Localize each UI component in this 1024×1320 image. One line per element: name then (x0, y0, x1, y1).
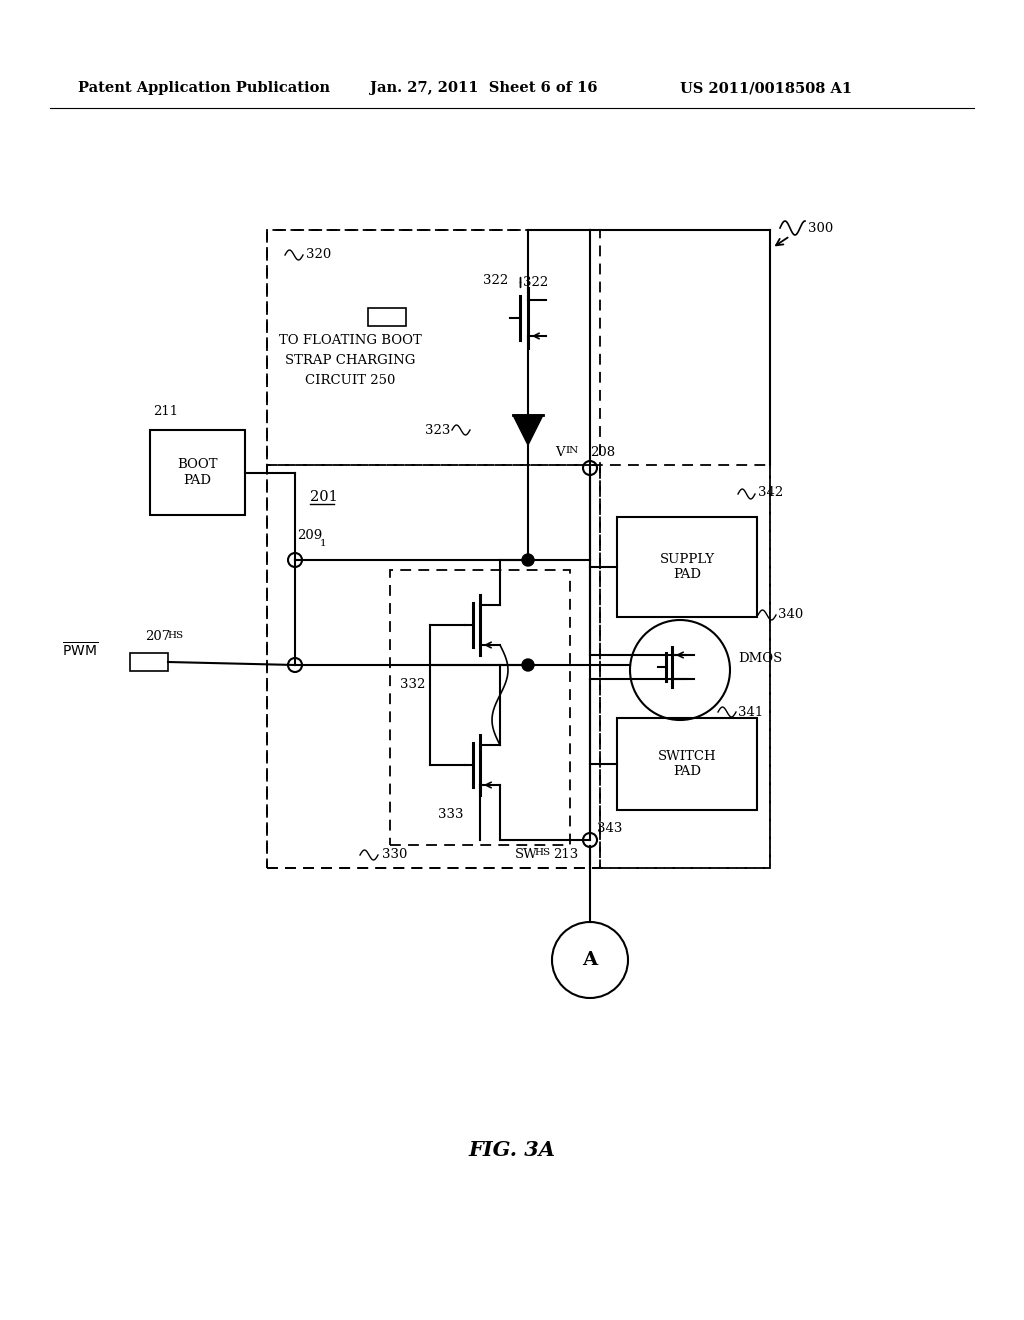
Text: HS: HS (167, 631, 183, 640)
Text: CIRCUIT 250: CIRCUIT 250 (305, 374, 395, 387)
Text: $\overline{\rm PWM}$: $\overline{\rm PWM}$ (61, 640, 98, 659)
Text: STRAP CHARGING: STRAP CHARGING (285, 354, 415, 367)
Text: 201: 201 (310, 490, 338, 504)
FancyBboxPatch shape (368, 308, 406, 326)
Text: Jan. 27, 2011  Sheet 6 of 16: Jan. 27, 2011 Sheet 6 of 16 (370, 81, 597, 95)
Bar (267, 230, 770, 869)
Text: BOOT
PAD: BOOT PAD (177, 458, 218, 487)
Text: 211: 211 (153, 405, 178, 418)
Circle shape (522, 659, 534, 671)
Text: IN: IN (565, 446, 579, 455)
Text: SW: SW (515, 849, 538, 862)
Bar (617, 718, 757, 810)
Text: 320: 320 (306, 248, 331, 261)
Text: 342: 342 (758, 487, 783, 499)
Text: 207: 207 (145, 631, 170, 644)
Text: SUPPLY
PAD: SUPPLY PAD (659, 553, 715, 581)
Text: 332: 332 (400, 678, 425, 692)
Text: 322: 322 (523, 276, 548, 289)
Text: 322: 322 (482, 273, 508, 286)
Text: V: V (555, 446, 564, 459)
Text: SWITCH
PAD: SWITCH PAD (657, 750, 717, 777)
Text: 209: 209 (297, 529, 323, 543)
Text: 208: 208 (590, 446, 615, 459)
Text: HS: HS (534, 847, 550, 857)
Bar (617, 517, 757, 616)
Bar (267, 465, 600, 869)
Text: 323: 323 (425, 424, 450, 437)
Text: 300: 300 (808, 222, 834, 235)
Text: 341: 341 (738, 705, 763, 718)
Polygon shape (513, 414, 543, 445)
Text: 1: 1 (319, 539, 327, 548)
Text: FIG. 3A: FIG. 3A (469, 1140, 555, 1160)
Text: 213: 213 (553, 849, 579, 862)
Text: TO FLOATING BOOT: TO FLOATING BOOT (279, 334, 421, 346)
FancyBboxPatch shape (130, 653, 168, 671)
Bar (390, 570, 570, 845)
Bar (267, 230, 600, 465)
Circle shape (522, 554, 534, 566)
Text: US 2011/0018508 A1: US 2011/0018508 A1 (680, 81, 852, 95)
Text: 333: 333 (438, 808, 464, 821)
Text: DMOS: DMOS (738, 652, 782, 664)
Bar (600, 465, 770, 869)
Text: Patent Application Publication: Patent Application Publication (78, 81, 330, 95)
Text: 340: 340 (778, 609, 803, 622)
Text: 343: 343 (597, 821, 623, 834)
Text: 330: 330 (382, 849, 408, 862)
Text: A: A (583, 950, 598, 969)
Bar (150, 430, 245, 515)
